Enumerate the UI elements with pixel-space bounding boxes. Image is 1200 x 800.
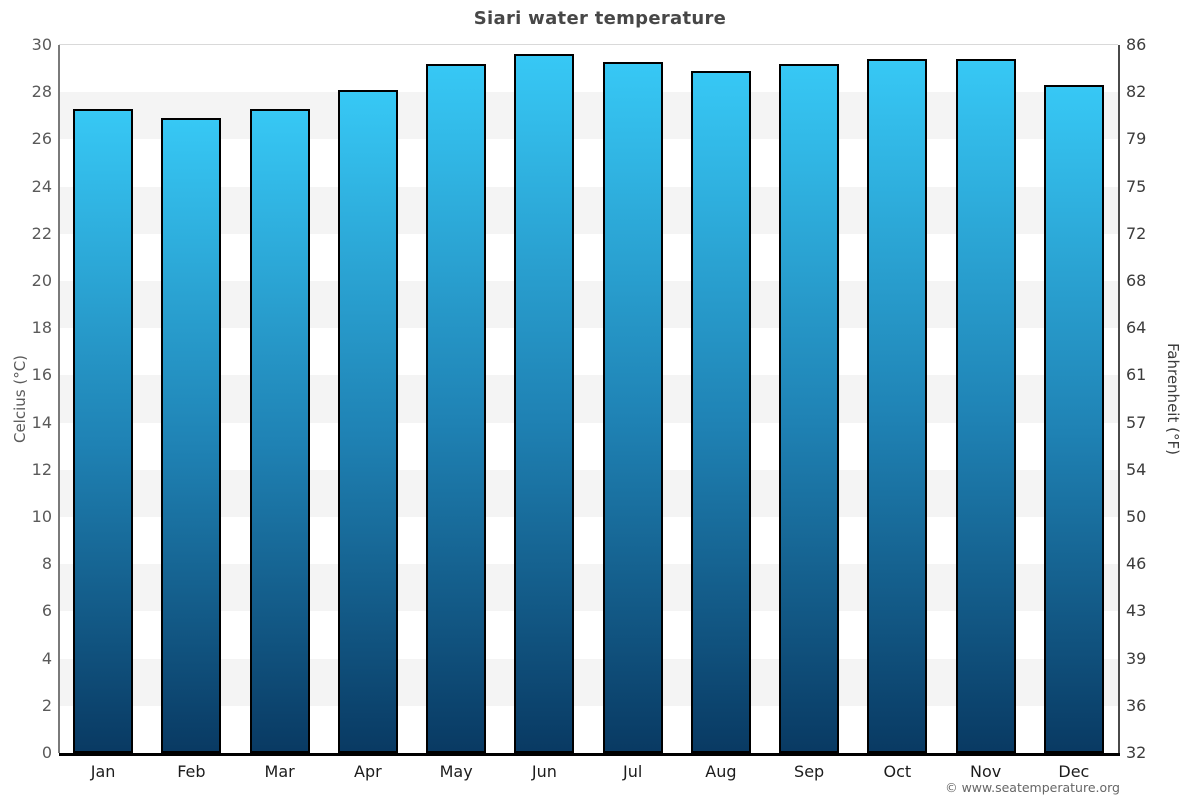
chart-title: Siari water temperature [473, 8, 727, 29]
ytick-celsius-2: 2 [41, 695, 52, 715]
ytick-fahrenheit-54: 54 [1126, 459, 1147, 479]
ytick-fahrenheit-64: 64 [1126, 318, 1147, 338]
background-band [59, 92, 1118, 140]
background-band [59, 705, 1118, 753]
ytick-celsius-26: 26 [31, 129, 52, 149]
bar-nov [955, 59, 1016, 753]
ytick-fahrenheit-61: 61 [1126, 365, 1147, 385]
background-band [59, 45, 1118, 93]
y-axis-line-left [58, 45, 60, 753]
copyright-text: © www.seatemperature.org [945, 780, 1120, 795]
ytick-fahrenheit-50: 50 [1126, 507, 1147, 526]
bar-jun [514, 54, 575, 753]
ytick-fahrenheit-72: 72 [1126, 223, 1147, 243]
xlabel-jul: Jul [622, 762, 643, 781]
ytick-celsius-14: 14 [31, 412, 52, 432]
background-band [59, 186, 1118, 234]
bar-sep [779, 63, 840, 753]
background-band [59, 517, 1118, 565]
background-band [59, 281, 1118, 329]
ytick-celsius-16: 16 [31, 365, 52, 385]
ytick-fahrenheit-36: 36 [1126, 695, 1147, 715]
ytick-fahrenheit-32: 32 [1126, 743, 1147, 762]
ytick-celsius-20: 20 [31, 271, 52, 290]
y-axis-title-celsius: Celcius (°C) [11, 354, 29, 444]
ytick-celsius-4: 4 [41, 648, 52, 668]
background-band [59, 564, 1118, 612]
xlabel-oct: Oct [883, 762, 912, 781]
bar-jul [602, 61, 663, 753]
bar-mar [249, 108, 310, 753]
ytick-fahrenheit-86: 86 [1126, 35, 1147, 54]
bar-feb [161, 118, 222, 753]
ytick-fahrenheit-39: 39 [1126, 648, 1147, 668]
bar-aug [690, 70, 751, 753]
y-axis-title-fahrenheit: Fahrenheit (°F) [1164, 343, 1182, 455]
xlabel-may: May [439, 762, 473, 781]
ytick-fahrenheit-68: 68 [1126, 271, 1147, 290]
ytick-celsius-8: 8 [41, 554, 52, 574]
ytick-fahrenheit-82: 82 [1126, 82, 1147, 102]
bar-dec [1043, 85, 1104, 753]
bar-oct [867, 59, 928, 753]
ytick-celsius-10: 10 [31, 507, 52, 526]
ytick-celsius-24: 24 [31, 176, 52, 196]
background-band [59, 469, 1118, 517]
background-band [59, 375, 1118, 423]
background-band [59, 422, 1118, 470]
xlabel-jan: Jan [90, 762, 116, 781]
ytick-fahrenheit-79: 79 [1126, 129, 1147, 149]
y-axis-line-right [1118, 45, 1120, 753]
background-band [59, 139, 1118, 187]
ytick-fahrenheit-57: 57 [1126, 412, 1147, 432]
plot-top-border [59, 44, 1118, 45]
xlabel-jun: Jun [531, 762, 557, 781]
xlabel-dec: Dec [1058, 762, 1090, 781]
xlabel-mar: Mar [264, 762, 295, 781]
xlabel-apr: Apr [354, 762, 382, 781]
ytick-celsius-0: 0 [41, 743, 52, 762]
xlabel-aug: Aug [705, 762, 737, 781]
ytick-celsius-22: 22 [31, 223, 52, 243]
ytick-celsius-30: 30 [31, 35, 52, 54]
bar-apr [337, 89, 398, 753]
xlabel-sep: Sep [794, 762, 825, 781]
background-band [59, 233, 1118, 281]
ytick-celsius-12: 12 [31, 459, 52, 479]
xlabel-feb: Feb [177, 762, 206, 781]
background-band [59, 611, 1118, 659]
bar-may [426, 63, 487, 753]
background-band [59, 658, 1118, 706]
plot-area [59, 45, 1118, 753]
ytick-celsius-18: 18 [31, 318, 52, 338]
ytick-fahrenheit-75: 75 [1126, 176, 1147, 196]
ytick-fahrenheit-46: 46 [1126, 554, 1147, 574]
xlabel-nov: Nov [970, 762, 1002, 781]
bar-jan [73, 108, 134, 753]
ytick-celsius-6: 6 [41, 601, 52, 621]
ytick-fahrenheit-43: 43 [1126, 601, 1147, 621]
background-band [59, 328, 1118, 376]
ytick-celsius-28: 28 [31, 82, 52, 102]
x-axis-line [59, 753, 1120, 756]
